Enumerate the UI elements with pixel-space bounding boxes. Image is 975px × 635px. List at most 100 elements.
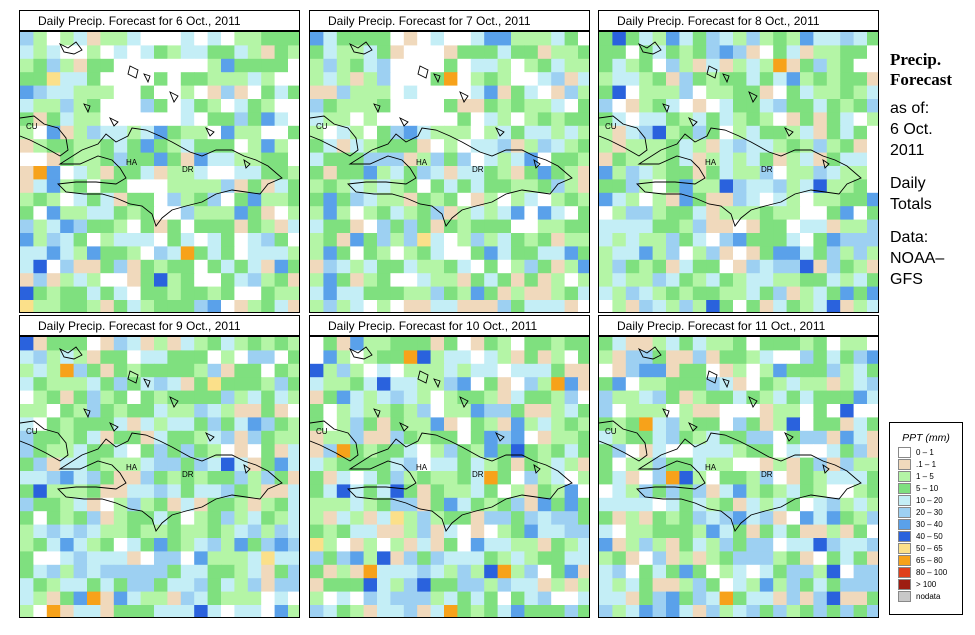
grid-cell [127, 591, 142, 606]
grid-cell [113, 524, 128, 539]
grid-cell [100, 591, 115, 606]
grid-cell [207, 404, 222, 418]
grid-cell [511, 363, 525, 378]
grid-cell [180, 484, 195, 499]
grid-cell [599, 259, 613, 274]
forecast-panel: Daily Precip. Forecast for 9 Oct., 2011 … [19, 315, 300, 618]
hispaniola-coastline [347, 127, 573, 227]
grid-cell [154, 125, 168, 140]
grid-cell [551, 377, 566, 392]
grid-cell [154, 564, 168, 579]
grid-cell [194, 444, 209, 459]
grid-cell [350, 377, 365, 392]
grid-cell [537, 112, 552, 127]
hispaniola-coastline [636, 432, 862, 532]
grid-cell [390, 337, 405, 351]
grid-cell [113, 377, 128, 392]
grid-cell [625, 99, 640, 113]
grid-cell [457, 551, 472, 566]
grid-cell [497, 286, 512, 301]
grid-cell [719, 152, 734, 167]
grid-cell [578, 484, 589, 499]
grid-cell [612, 179, 627, 194]
grid-cell [840, 430, 855, 445]
grid-cell [470, 417, 485, 432]
grid-cell [706, 390, 721, 405]
grid-cell [87, 58, 101, 73]
grid-cell [274, 524, 289, 539]
grid-cell [537, 417, 552, 432]
grid-cell [403, 99, 418, 113]
legend-label: nodata [916, 592, 941, 601]
grid-cell [247, 538, 262, 552]
precip-map: CU HA DR [598, 31, 879, 313]
grid-cell [73, 497, 88, 512]
grid-cell [759, 551, 774, 566]
grid-cell [578, 99, 589, 113]
grid-cell [840, 511, 855, 526]
grid-cell [194, 99, 209, 113]
grid-cell [612, 457, 627, 472]
grid-cell [167, 350, 182, 365]
grid-cell [746, 350, 761, 365]
grid-cell [127, 404, 142, 418]
grid-cell [403, 363, 418, 378]
grid-cell [578, 363, 589, 378]
grid-cell [759, 578, 774, 593]
grid-cell [363, 605, 378, 617]
grid-cell [444, 286, 458, 301]
grid-cell [444, 591, 458, 606]
grid-cell [625, 484, 640, 499]
grid-cell [679, 551, 694, 566]
grid-cell [470, 206, 485, 221]
grid-cell [666, 166, 680, 180]
grid-cell [840, 259, 855, 274]
grid-cell [564, 538, 579, 552]
grid-cell [578, 45, 589, 60]
grid-cell [288, 273, 299, 288]
grid-cell [484, 139, 499, 154]
grid-cell [430, 471, 445, 485]
grid-cell [261, 511, 276, 526]
grid-cell [323, 246, 338, 261]
grid-cell [430, 524, 445, 539]
grid-cell [180, 99, 195, 113]
grid-cell [33, 286, 48, 301]
grid-cell [310, 551, 324, 566]
grid-cell [853, 166, 868, 180]
grid-cell [719, 32, 734, 46]
grid-cell [867, 591, 878, 606]
grid-cell [564, 219, 579, 234]
grid-cell [551, 497, 566, 512]
grid-cell [759, 605, 774, 617]
grid-cell [786, 58, 801, 73]
grid-cell [826, 72, 841, 87]
grid-cell [87, 524, 101, 539]
grid-cell [180, 85, 195, 100]
grid-cell [194, 578, 209, 593]
grid-cell [100, 578, 115, 593]
grid-cell [719, 139, 734, 154]
grid-cell [20, 404, 34, 418]
grid-cell [154, 179, 168, 194]
grid-cell [288, 166, 299, 180]
grid-cell [390, 377, 405, 392]
grid-cell [813, 112, 828, 127]
grid-cell [692, 538, 707, 552]
grid-cell [470, 125, 485, 140]
grid-cell [430, 363, 445, 378]
grid-cell [639, 538, 654, 552]
island-coastline [822, 158, 830, 169]
grid-cell [288, 152, 299, 167]
grid-cell [207, 471, 222, 485]
label-dr: DR [472, 470, 484, 479]
grid-cell [511, 417, 525, 432]
grid-cell [127, 139, 142, 154]
grid-cell [867, 166, 878, 180]
grid-cell [733, 72, 747, 87]
grid-cell [417, 45, 432, 60]
island-coastline [143, 378, 151, 389]
grid-cell [274, 350, 289, 365]
grid-cell [113, 538, 128, 552]
grid-cell [274, 404, 289, 418]
